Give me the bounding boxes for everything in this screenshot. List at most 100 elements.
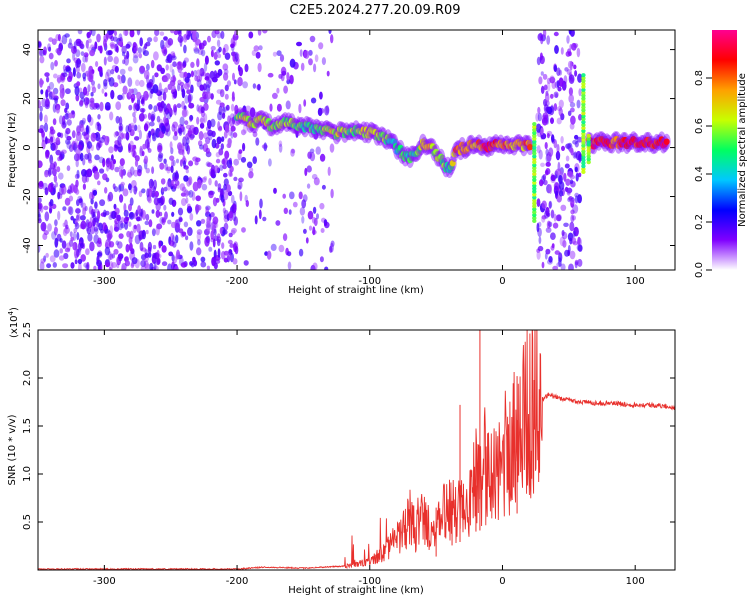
noise-speckle	[230, 204, 235, 213]
noise-speckle	[222, 164, 227, 170]
noise-speckle	[120, 265, 127, 270]
vertical-streak	[581, 73, 586, 78]
noise-speckle	[167, 83, 172, 91]
noise-speckle	[42, 182, 48, 191]
noise-speckle	[83, 132, 90, 140]
vertical-streak	[586, 160, 591, 165]
noise-speckle	[202, 83, 207, 91]
noise-speckle	[259, 198, 263, 209]
noise-speckle	[229, 165, 234, 173]
noise-speckle	[110, 43, 115, 49]
vertical-streak	[581, 152, 586, 157]
noise-speckle	[43, 122, 49, 133]
noise-speckle	[230, 125, 236, 132]
noise-speckle	[76, 248, 80, 258]
noise-speckle	[537, 227, 542, 237]
noise-speckle	[108, 266, 112, 270]
noise-speckle	[49, 208, 52, 214]
noise-speckle	[561, 230, 565, 236]
vertical-streak	[581, 161, 586, 166]
noise-speckle	[324, 221, 330, 229]
vertical-streak	[532, 154, 537, 159]
noise-speckle	[573, 64, 577, 70]
noise-speckle	[79, 152, 84, 162]
noise-speckle	[229, 117, 235, 128]
noise-speckle	[136, 91, 142, 100]
noise-speckle	[266, 250, 272, 260]
noise-speckle	[330, 188, 334, 199]
noise-speckle	[96, 255, 100, 265]
noise-speckle	[54, 227, 59, 233]
noise-speckle	[575, 150, 582, 161]
noise-speckle	[107, 191, 114, 202]
noise-speckle	[220, 143, 224, 150]
noise-speckle	[567, 48, 572, 54]
noise-speckle	[89, 49, 95, 57]
vertical-streak	[532, 219, 537, 223]
noise-speckle	[86, 141, 92, 149]
noise-speckle	[99, 168, 105, 174]
noise-speckle	[258, 45, 263, 51]
noise-speckle	[221, 242, 225, 250]
noise-speckle	[57, 74, 61, 84]
noise-speckle	[233, 241, 239, 251]
noise-speckle	[89, 217, 93, 223]
noise-speckle	[201, 183, 208, 191]
noise-speckle	[541, 261, 545, 269]
noise-speckle	[59, 248, 63, 254]
noise-speckle	[121, 51, 126, 57]
noise-speckle	[74, 222, 80, 230]
noise-speckle	[53, 249, 60, 258]
noise-speckle	[172, 235, 176, 245]
noise-speckle	[233, 79, 237, 85]
vertical-streak	[532, 133, 537, 138]
noise-speckle	[546, 130, 553, 137]
noise-speckle	[309, 152, 316, 162]
noise-speckle	[237, 180, 243, 190]
vertical-streak	[532, 127, 537, 132]
noise-speckle	[272, 51, 277, 57]
noise-speckle	[303, 228, 307, 234]
noise-speckle	[144, 220, 150, 226]
noise-speckle	[563, 222, 569, 227]
noise-speckle	[569, 102, 576, 108]
noise-speckle	[203, 62, 208, 72]
noise-speckle	[196, 247, 202, 256]
noise-speckle	[55, 106, 60, 114]
noise-speckle	[304, 167, 308, 177]
noise-speckle	[157, 95, 163, 101]
noise-speckle	[42, 223, 46, 232]
noise-speckle	[542, 112, 548, 120]
noise-speckle	[206, 91, 212, 100]
noise-speckle	[569, 44, 573, 50]
noise-speckle	[187, 94, 192, 104]
noise-speckle	[77, 242, 82, 253]
noise-speckle	[186, 34, 191, 40]
noise-speckle	[545, 248, 551, 255]
noise-speckle	[159, 162, 165, 170]
noise-speckle	[127, 183, 132, 191]
noise-speckle	[252, 131, 258, 138]
noise-speckle	[248, 171, 254, 179]
noise-speckle	[128, 104, 133, 111]
noise-speckle	[258, 209, 262, 220]
noise-speckle	[226, 253, 232, 261]
noise-speckle	[291, 148, 296, 154]
noise-speckle	[133, 185, 138, 195]
noise-speckle	[138, 53, 142, 59]
noise-speckle	[239, 191, 243, 202]
noise-speckle	[62, 72, 68, 78]
noise-speckle	[157, 154, 163, 163]
noise-speckle	[536, 222, 540, 233]
snr-frame	[37, 329, 676, 571]
noise-speckle	[49, 159, 54, 168]
noise-speckle	[75, 149, 81, 155]
noise-speckle	[547, 221, 553, 228]
noise-speckle	[187, 227, 193, 236]
noise-speckle	[76, 144, 83, 150]
x-tick-label: 0	[499, 276, 505, 287]
x-tick-label: 0	[499, 576, 505, 587]
noise-speckle	[219, 227, 224, 235]
noise-speckle	[143, 50, 149, 57]
